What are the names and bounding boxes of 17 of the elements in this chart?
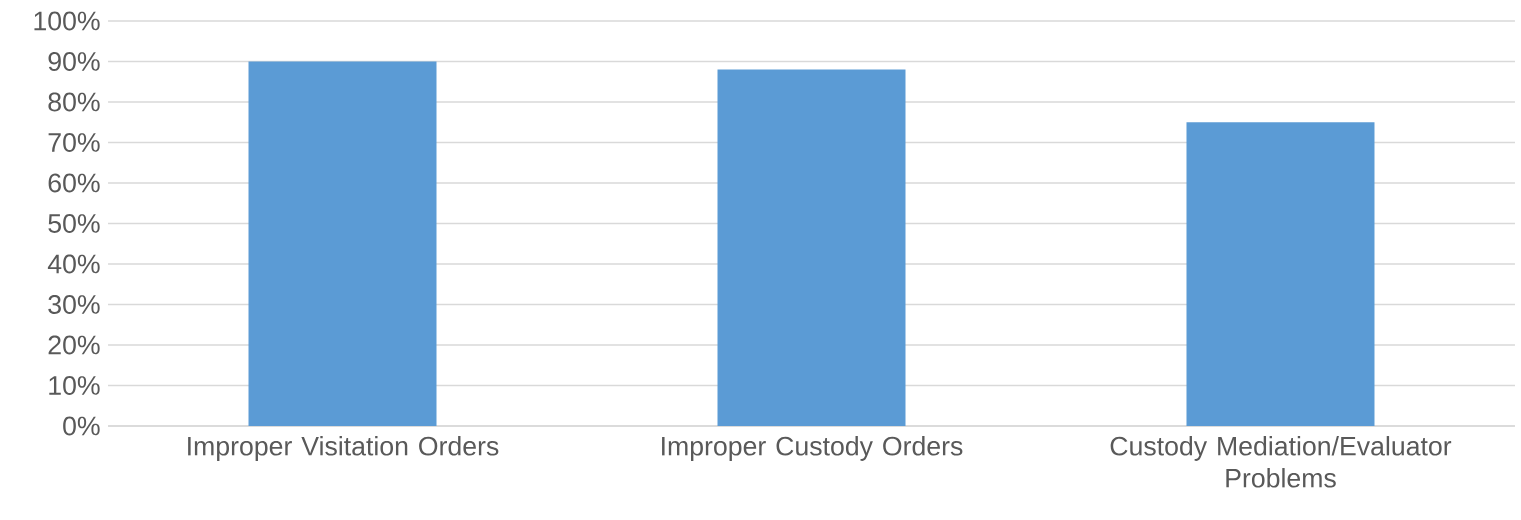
bar	[717, 69, 906, 426]
y-tick-label: 50%	[48, 214, 100, 233]
bar	[1186, 122, 1375, 426]
bar	[248, 61, 437, 426]
y-tick-label: 60%	[48, 173, 100, 193]
y-tick-label: 100%	[34, 11, 100, 31]
y-tick-label: 40%	[47, 254, 100, 274]
x-tick-label: Improper Custody Orders	[662, 436, 963, 461]
x-tick-label: Custody Mediation/Evaluator Problems	[1110, 436, 1452, 488]
y-tick-label: 0%	[63, 416, 100, 436]
y-tick-label: 10%	[49, 376, 100, 395]
y-tick-label: 20%	[48, 335, 100, 355]
x-tick-label: Improper Visitation Orders	[188, 436, 499, 461]
y-tick-label: 30%	[48, 295, 100, 314]
y-tick-label: 70%	[48, 133, 100, 152]
y-tick-label: 80%	[48, 92, 100, 112]
y-tick-label: 90%	[48, 52, 100, 71]
